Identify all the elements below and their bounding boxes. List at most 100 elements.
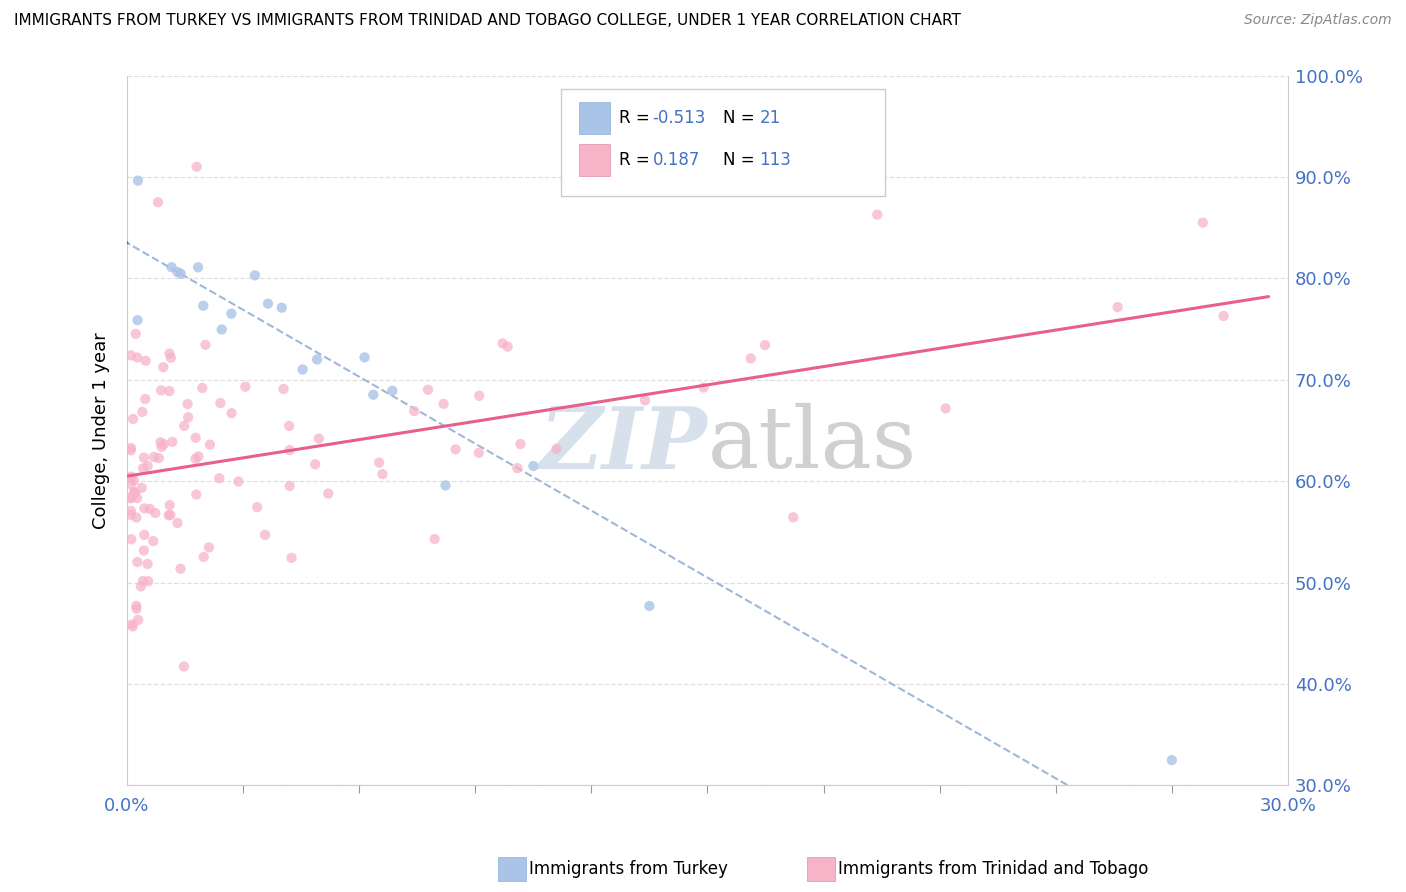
- Point: [173, 418, 195, 433]
- Point: [368, 456, 391, 470]
- Point: [221, 307, 243, 321]
- Point: [184, 451, 207, 466]
- Point: [124, 326, 146, 341]
- Point: [291, 362, 314, 376]
- Point: [135, 353, 157, 368]
- Point: [491, 336, 513, 351]
- Text: R =: R =: [619, 110, 655, 128]
- Point: [198, 438, 221, 452]
- Y-axis label: College, Under 1 year: College, Under 1 year: [93, 332, 110, 529]
- Point: [1107, 300, 1129, 314]
- Point: [273, 382, 295, 396]
- Text: N =: N =: [723, 110, 759, 128]
- Point: [134, 528, 156, 542]
- Point: [211, 322, 233, 336]
- Point: [243, 268, 266, 283]
- Point: [143, 506, 166, 520]
- Point: [122, 412, 145, 426]
- Point: [371, 467, 394, 482]
- Point: [120, 508, 142, 522]
- Text: ZIP: ZIP: [540, 403, 707, 486]
- Point: [235, 379, 257, 393]
- Point: [120, 441, 142, 455]
- Point: [187, 450, 209, 464]
- Text: IMMIGRANTS FROM TURKEY VS IMMIGRANTS FROM TRINIDAD AND TOBAGO COLLEGE, UNDER 1 Y: IMMIGRANTS FROM TURKEY VS IMMIGRANTS FRO…: [14, 13, 960, 29]
- Point: [257, 296, 280, 310]
- Point: [157, 384, 180, 398]
- Point: [278, 443, 301, 458]
- Point: [634, 393, 657, 408]
- Point: [120, 533, 142, 547]
- Point: [146, 195, 169, 210]
- Point: [305, 352, 328, 367]
- Point: [132, 461, 155, 475]
- Point: [162, 434, 184, 449]
- Point: [134, 501, 156, 516]
- Point: [191, 381, 214, 395]
- Point: [246, 500, 269, 515]
- Point: [148, 451, 170, 466]
- Point: [159, 508, 181, 522]
- Point: [304, 458, 326, 472]
- Point: [278, 479, 301, 493]
- Point: [166, 265, 188, 279]
- Point: [149, 435, 172, 450]
- Point: [177, 410, 200, 425]
- Point: [198, 541, 221, 555]
- Text: 113: 113: [759, 152, 792, 169]
- Point: [170, 267, 193, 281]
- Point: [136, 557, 159, 571]
- Point: [1212, 309, 1234, 323]
- Point: [160, 351, 183, 365]
- Point: [160, 260, 183, 275]
- Point: [1160, 753, 1182, 767]
- Point: [127, 173, 149, 187]
- Point: [546, 442, 568, 456]
- Point: [132, 543, 155, 558]
- Point: [468, 389, 491, 403]
- Point: [638, 599, 661, 613]
- Point: [280, 550, 302, 565]
- Point: [125, 601, 148, 615]
- Text: Source: ZipAtlas.com: Source: ZipAtlas.com: [1244, 13, 1392, 28]
- Point: [522, 458, 544, 473]
- Point: [121, 619, 143, 633]
- Point: [209, 396, 232, 410]
- Point: [381, 384, 404, 398]
- Point: [254, 528, 277, 542]
- Point: [159, 498, 181, 512]
- Point: [122, 485, 145, 500]
- Point: [173, 659, 195, 673]
- Point: [120, 469, 142, 483]
- Text: 0.187: 0.187: [652, 152, 700, 169]
- Point: [142, 534, 165, 549]
- Point: [124, 485, 146, 500]
- Point: [125, 510, 148, 524]
- Point: [120, 471, 142, 485]
- Point: [120, 504, 142, 518]
- Point: [782, 510, 804, 524]
- Point: [1191, 216, 1213, 230]
- Point: [361, 388, 384, 402]
- Point: [127, 613, 149, 627]
- Point: [433, 397, 456, 411]
- Text: Immigrants from Turkey: Immigrants from Turkey: [529, 860, 727, 878]
- Text: 21: 21: [759, 110, 780, 128]
- Text: atlas: atlas: [707, 403, 917, 486]
- Point: [169, 562, 191, 576]
- Point: [186, 487, 208, 501]
- Point: [150, 440, 173, 454]
- Point: [120, 443, 142, 458]
- Point: [353, 351, 375, 365]
- Point: [131, 481, 153, 495]
- Point: [308, 432, 330, 446]
- Point: [125, 599, 148, 613]
- Point: [187, 260, 209, 275]
- Point: [866, 208, 889, 222]
- Point: [740, 351, 762, 366]
- Point: [152, 360, 174, 375]
- Point: [509, 437, 531, 451]
- Text: N =: N =: [723, 152, 759, 169]
- Point: [136, 458, 159, 473]
- Point: [444, 442, 467, 457]
